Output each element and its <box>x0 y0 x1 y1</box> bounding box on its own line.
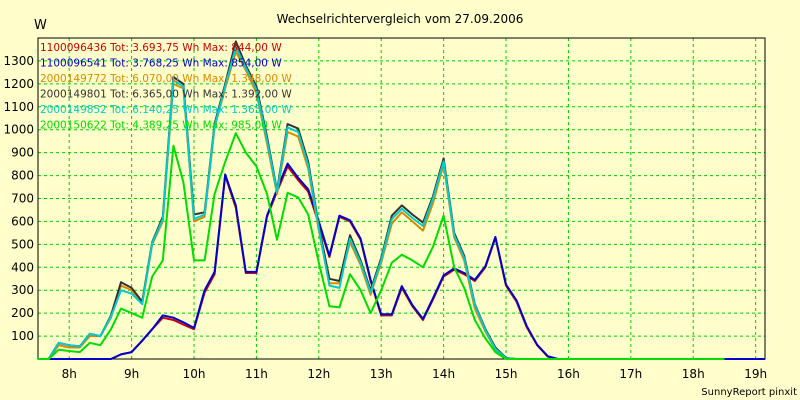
x-tick-label: 19h <box>744 367 767 381</box>
y-tick-label: 600 <box>11 214 34 228</box>
footer-credit: SunnyReport pinxit <box>701 387 797 398</box>
series-lines <box>38 40 765 360</box>
y-tick-label: 100 <box>11 329 34 343</box>
legend-entry-2000149801: 2000149801 Tot: 6.365,00 Wh Max: 1.392,0… <box>40 89 292 101</box>
legend-entry-1100096436: 1100096436 Tot: 3.693,75 Wh Max: 844,00 … <box>40 42 282 54</box>
y-tick-label: 300 <box>11 283 34 297</box>
x-tick-label: 11h <box>245 367 268 381</box>
y-axis-ticks: 100 200 300 400 500 600 700 800 900 1000 1100 1200 1… <box>3 54 34 343</box>
x-tick-label: 14h <box>432 367 455 381</box>
y-tick-label: 500 <box>11 237 34 251</box>
x-tick-label: 12h <box>307 367 330 381</box>
plot-frame <box>37 37 766 360</box>
legend-entry-2000150622: 2000150622 Tot: 4.389,25 Wh Max: 985,00 … <box>40 120 282 132</box>
y-tick-label: 1000 <box>3 123 34 137</box>
y-tick-label: 200 <box>11 306 34 320</box>
x-tick-label: 16h <box>557 367 580 381</box>
y-tick-label: 700 <box>11 192 34 206</box>
series-line-1100096541 <box>38 162 765 360</box>
y-tick-label: 900 <box>11 146 34 160</box>
y-axis-label: W <box>34 18 47 33</box>
y-tick-label: 1100 <box>3 100 34 114</box>
y-tick-label: 1300 <box>3 54 34 68</box>
legend-entry-2000149852: 2000149852 Tot: 6.140,25 Wh Max: 1.365,0… <box>40 104 292 116</box>
x-axis-ticks: 8h 9h 10h 11h 12h 13h 14h 15h 16h 17h 18h 19h <box>62 367 768 381</box>
chart-title: Wechselrichtervergleich vom 27.09.2006 <box>277 12 524 26</box>
legend-entry-2000149772: 2000149772 Tot: 6.070,00 Wh Max: 1.348,0… <box>40 73 292 85</box>
x-tick-label: 9h <box>124 367 139 381</box>
x-tick-label: 10h <box>183 367 206 381</box>
y-tick-label: 400 <box>11 260 34 274</box>
grid <box>38 38 765 359</box>
x-tick-label: 15h <box>495 367 518 381</box>
x-tick-label: 18h <box>682 367 705 381</box>
legend: 1100096436 Tot: 3.693,75 Wh Max: 844,00 … <box>40 42 292 132</box>
legend-entry-1100096541: 1100096541 Tot: 3.768,25 Wh Max: 854,00 … <box>40 58 282 70</box>
series-line-2000150622 <box>38 132 725 360</box>
series-line-1100096436 <box>38 165 765 360</box>
x-tick-label: 8h <box>62 367 77 381</box>
x-tick-label: 17h <box>619 367 642 381</box>
y-tick-label: 800 <box>11 169 34 183</box>
y-tick-label: 1200 <box>3 77 34 91</box>
x-tick-label: 13h <box>370 367 393 381</box>
